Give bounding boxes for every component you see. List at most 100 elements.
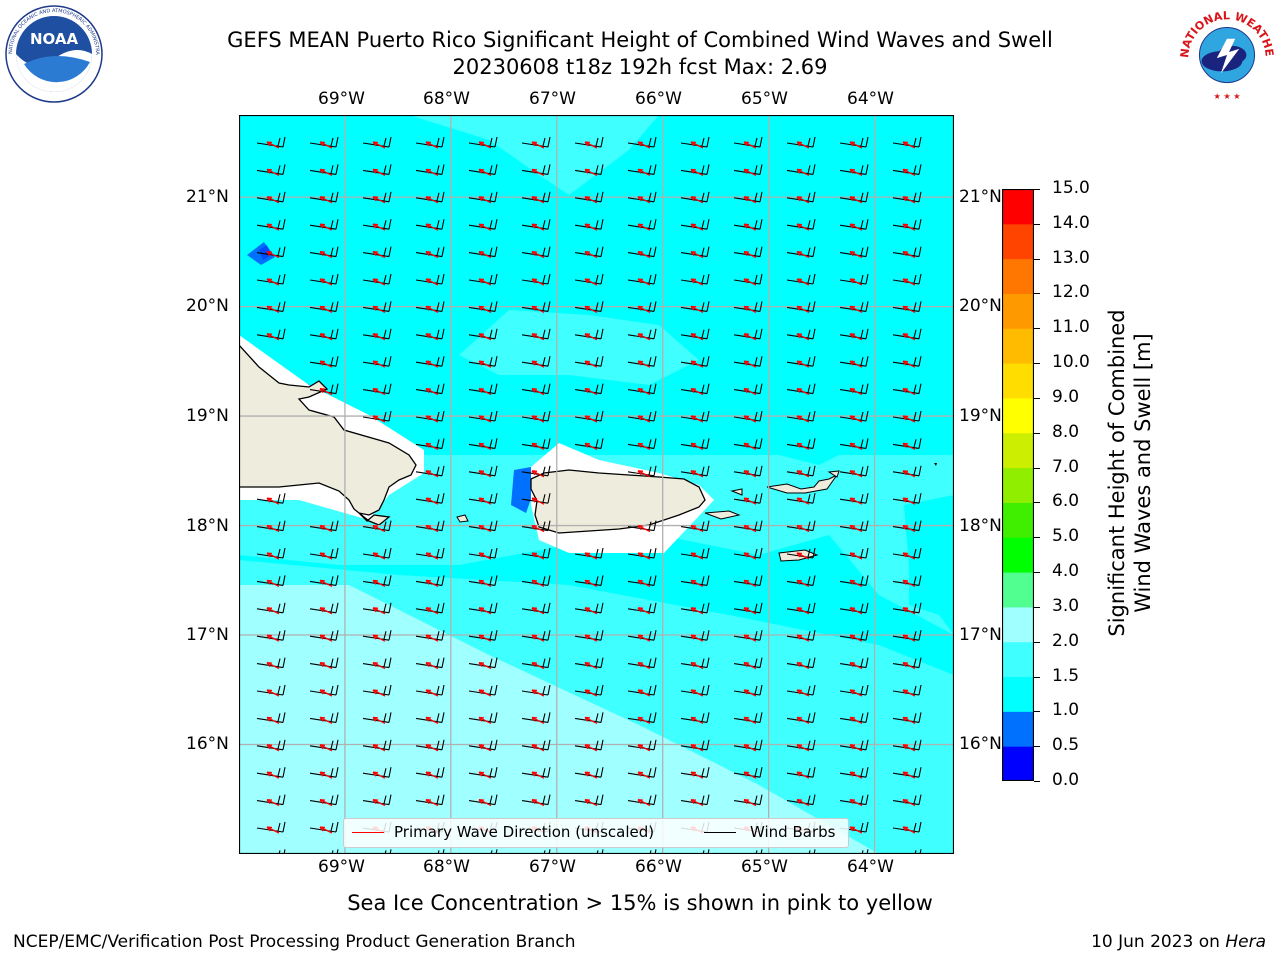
wave-direction-arrow <box>584 744 598 752</box>
wave-direction-arrow <box>637 196 651 204</box>
lat-label-left: 19°N <box>186 406 229 426</box>
wave-direction-arrow <box>902 579 916 587</box>
wave-direction-arrow <box>637 771 651 779</box>
wave-direction-arrow <box>584 442 598 450</box>
wave-direction-arrow <box>796 470 810 478</box>
wave-direction-arrow <box>637 415 651 423</box>
colorbar-cell <box>1002 606 1034 643</box>
wave-direction-arrow <box>902 497 916 505</box>
colorbar-cell <box>1002 746 1034 781</box>
wave-direction-arrow <box>849 798 863 807</box>
wave-band-0.5-1.0 <box>511 467 533 513</box>
wave-direction-arrow <box>743 798 757 807</box>
colorbar-cell <box>1002 363 1034 399</box>
wave-direction-arrow <box>637 168 651 176</box>
lon-label-bottom: 67°W <box>529 857 576 877</box>
wave-direction-arrow <box>372 305 386 313</box>
wave-direction-arrow <box>902 689 916 697</box>
lon-label-top: 66°W <box>635 89 682 109</box>
wave-direction-arrow <box>425 415 439 423</box>
wave-direction-arrow <box>690 607 704 615</box>
land-vieques <box>704 510 741 520</box>
lat-label-left: 21°N <box>186 187 229 207</box>
wave-direction-arrow <box>743 278 757 286</box>
lat-label-right: 21°N <box>959 187 1002 207</box>
wind-barb-swatch <box>704 832 736 833</box>
wave-direction-arrow <box>531 141 545 149</box>
wave-direction-arrow <box>690 442 704 450</box>
colorbar-tick-mark <box>1034 223 1040 225</box>
wave-direction-arrow <box>849 579 863 587</box>
wave-direction-arrow <box>743 305 757 313</box>
wave-direction-arrow <box>902 826 916 834</box>
wave-direction-arrow <box>690 141 704 149</box>
footer-date: 10 Jun 2023 on <box>1091 932 1226 952</box>
wave-direction-arrow <box>266 141 280 149</box>
lat-label-right: 16°N <box>959 734 1002 754</box>
wave-direction-arrow <box>796 305 810 313</box>
land-mona-island <box>456 514 469 523</box>
wind-barb <box>914 849 922 854</box>
wave-direction-arrow <box>478 798 492 807</box>
lat-label-left: 16°N <box>186 734 229 754</box>
wave-direction-arrow <box>478 278 492 286</box>
wave-direction-arrow <box>425 278 439 286</box>
wave-direction-arrow <box>584 278 598 286</box>
wave-direction-arrow <box>531 798 545 807</box>
colorbar-tick-label: 5.0 <box>1052 526 1080 547</box>
wave-direction-arrow <box>266 716 280 724</box>
wave-direction-arrow <box>425 524 439 533</box>
wave-direction-arrow <box>584 141 598 149</box>
wave-direction-arrow <box>531 689 545 697</box>
colorbar-cell <box>1002 572 1034 608</box>
wave-direction-arrow <box>743 661 757 670</box>
wave-direction-arrow <box>849 661 863 670</box>
lat-label-left: 18°N <box>186 516 229 536</box>
lat-label-right: 18°N <box>959 516 1002 536</box>
lon-label-bottom: 68°W <box>423 857 470 877</box>
sea-ice-note: Sea Ice Concentration > 15% is shown in … <box>347 891 933 915</box>
wave-direction-arrow <box>425 798 439 807</box>
wave-direction-arrow <box>796 771 810 779</box>
legend-wave-direction: Primary Wave Direction (unscaled) <box>394 823 655 841</box>
colorbar-tick-mark <box>1034 258 1040 260</box>
colorbar-cell <box>1002 641 1034 678</box>
wave-direction-arrow <box>849 497 863 505</box>
wave-direction-arrow <box>319 689 333 697</box>
wave-direction-arrow <box>637 141 651 149</box>
wave-direction-arrow <box>690 798 704 807</box>
wind-barb <box>755 849 763 854</box>
wave-direction-arrow <box>478 497 492 505</box>
wave-direction-arrow <box>372 634 386 642</box>
wave-direction-arrow <box>372 716 386 724</box>
colorbar-tick-mark <box>1034 572 1040 574</box>
wave-direction-arrow <box>266 744 280 752</box>
colorbar-tick-mark <box>1034 467 1040 469</box>
wave-direction-arrow <box>902 415 916 423</box>
wave-direction-arrow <box>478 744 492 752</box>
wave-direction-arrow <box>690 278 704 286</box>
wave-direction-arrow <box>902 387 916 396</box>
wave-direction-arrow <box>478 333 492 341</box>
wave-direction-arrow <box>266 661 280 670</box>
wave-direction-arrow <box>425 661 439 670</box>
wave-direction-arrow <box>266 305 280 313</box>
wave-band-1.5-2.0 <box>459 310 699 385</box>
wind-barb <box>384 849 392 854</box>
wave-direction-arrow <box>902 250 916 259</box>
wave-direction-arrow <box>478 552 492 560</box>
colorbar-tick-label: 0.0 <box>1052 770 1080 790</box>
wave-direction-arrow <box>849 442 863 450</box>
wave-direction-arrow <box>796 333 810 341</box>
wave-direction-arrow <box>902 360 916 368</box>
lon-label-bottom: 69°W <box>318 857 365 877</box>
wave-direction-arrow <box>319 250 333 259</box>
wave-direction-arrow <box>478 607 492 615</box>
wave-direction-arrow <box>266 223 280 231</box>
wave-direction-arrow <box>531 744 545 752</box>
wave-direction-arrow <box>637 716 651 724</box>
colorbar-tick-label: 1.5 <box>1052 665 1080 686</box>
wave-direction-arrow <box>743 771 757 779</box>
land-virgin-islands <box>766 474 838 494</box>
wave-direction-arrow <box>478 716 492 724</box>
